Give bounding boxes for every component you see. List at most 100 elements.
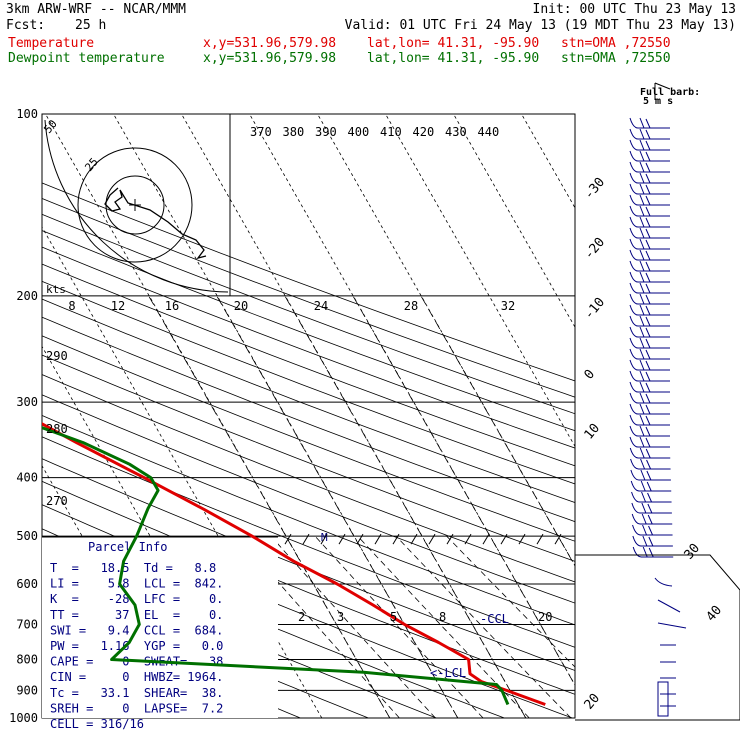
wind-barb: [629, 381, 670, 393]
wind-barb: [629, 392, 670, 404]
wind-barb-feather: [642, 524, 648, 536]
hodograph-speed-label: 32: [501, 299, 515, 313]
wind-barb-feather: [645, 393, 651, 404]
pressure-tick-label: 700: [16, 617, 38, 631]
barb-key-flag: [654, 82, 671, 90]
temperature-legend-xy: x,y=531.96,579.98: [203, 36, 337, 51]
wind-barb-feather: [639, 392, 645, 404]
wind-barb-feather: [645, 327, 651, 338]
wind-barb-feather: [645, 184, 651, 195]
wind-barb: [632, 524, 673, 536]
parcel-info-row: CELL = 316/16: [50, 717, 144, 731]
wind-barb: [629, 337, 670, 349]
dry-adiabat: [42, 298, 575, 503]
wind-barb-feather: [639, 139, 645, 151]
wind-barb-feather: [639, 172, 645, 184]
mixing-ratio-label: 20: [538, 610, 552, 624]
wind-barb-feather: [645, 437, 651, 448]
dry-adiabat: [42, 263, 575, 467]
wind-barb-feather: [645, 272, 651, 283]
wind-barb: [629, 205, 670, 217]
isotherm-label: 40: [704, 603, 726, 625]
wind-barb-feather: [639, 117, 645, 129]
wind-tick: [500, 533, 508, 545]
dry-adiabat: [42, 280, 575, 485]
hodograph-ring-label: 50: [41, 117, 59, 136]
dry-adiabat: [42, 415, 575, 626]
wind-barb: [629, 370, 670, 382]
wind-barb-feather: [639, 293, 645, 305]
pressure-grid: 100 200 300 400 500 600 700 800 900 1000: [9, 107, 576, 725]
wind-tick: [536, 533, 544, 545]
hodograph-speed-label: 16: [165, 299, 179, 313]
forecast-hour: 25 h: [75, 18, 107, 33]
hodograph-ring-label: 25: [82, 155, 100, 174]
wind-barb-feather: [648, 525, 654, 536]
isotherm: [385, 114, 575, 448]
wind-barb: [629, 227, 670, 239]
parcel-info-row: K = -28 LFC = 0.: [50, 592, 223, 606]
mixing-ratio-lines: [237, 535, 575, 718]
wind-barb: [629, 172, 670, 184]
mixing-ratio-line: [357, 535, 530, 718]
mixing-ratio-line: [237, 535, 400, 718]
wind-barb-feather: [645, 239, 651, 250]
wind-barb: [629, 150, 670, 162]
wind-tick: [374, 533, 382, 545]
wind-barb-feather: [645, 162, 651, 173]
temperature-legend-station: stn=OMA ,72550: [561, 36, 671, 51]
wind-barb-feather: [645, 206, 651, 217]
wind-barb-feather: [645, 173, 651, 184]
wind-barb-feather: [645, 217, 651, 228]
wind-barb-feather: [645, 360, 651, 371]
wind-barb-feather: [646, 470, 652, 481]
mixing-ratio-label: 8: [439, 610, 446, 624]
wind-tick: [554, 533, 562, 545]
wind-barb: [630, 480, 672, 492]
lcl-marker: <-LCL: [430, 666, 466, 680]
wind-barb-feather: [639, 337, 645, 349]
valid-time: Valid: 01 UTC Fri 24 May 13 (19 MDT Thu …: [344, 18, 736, 33]
wind-barb: [631, 513, 673, 525]
wind-barb-feather: [645, 316, 651, 327]
dewpoint-legend-label: Dewpoint temperature: [8, 51, 165, 66]
pressure-tick-label: 800: [16, 652, 38, 666]
wind-barb-feather: [645, 261, 651, 272]
wind-barb: [629, 128, 670, 140]
wind-barb: [629, 326, 670, 338]
theta-label: 370: [250, 125, 272, 139]
wind-barb: [631, 502, 672, 514]
hodograph-speed-label: 12: [111, 299, 125, 313]
wind-barb-feather: [639, 315, 645, 327]
pressure-tick-label: 100: [16, 107, 38, 121]
wind-barb: [657, 599, 681, 613]
wind-barb-feather: [641, 513, 647, 525]
mixing-ratio-label: 5: [390, 610, 397, 624]
wind-barb-feather: [639, 282, 645, 294]
wind-barb-feather: [639, 348, 645, 360]
wind-barb-feather: [639, 205, 645, 217]
parcel-info-row: Tc = 33.1 SHEAR= 38.: [50, 686, 223, 700]
mixing-ratio-label: 3: [337, 610, 344, 624]
isotherm-label: 0: [582, 367, 599, 383]
wind-barb: [629, 436, 670, 448]
wind-barb-feather: [645, 129, 651, 140]
wind-tick: [446, 533, 454, 545]
wind-barb-feather: [642, 535, 648, 547]
wind-barb-feather: [639, 271, 645, 283]
mixing-ratio-line: [314, 535, 484, 718]
wind-barb-feather: [647, 503, 653, 514]
init-time: Init: 00 UTC Thu 23 May 13: [532, 2, 737, 17]
wind-barb: [629, 194, 670, 206]
wind-barb: [629, 216, 670, 228]
dry-adiabat: [42, 230, 575, 432]
wind-barb-feather: [639, 128, 645, 140]
parcel-info-row: PW = 1.16 YGP = 0.0: [50, 639, 223, 653]
mixing-ratio-label: 2: [298, 610, 305, 624]
wind-barb: [629, 403, 670, 415]
wind-barb-feather: [645, 426, 651, 437]
dewpoint-legend-xy: x,y=531.96,579.98: [203, 51, 337, 66]
wind-barb-feather: [645, 305, 651, 316]
